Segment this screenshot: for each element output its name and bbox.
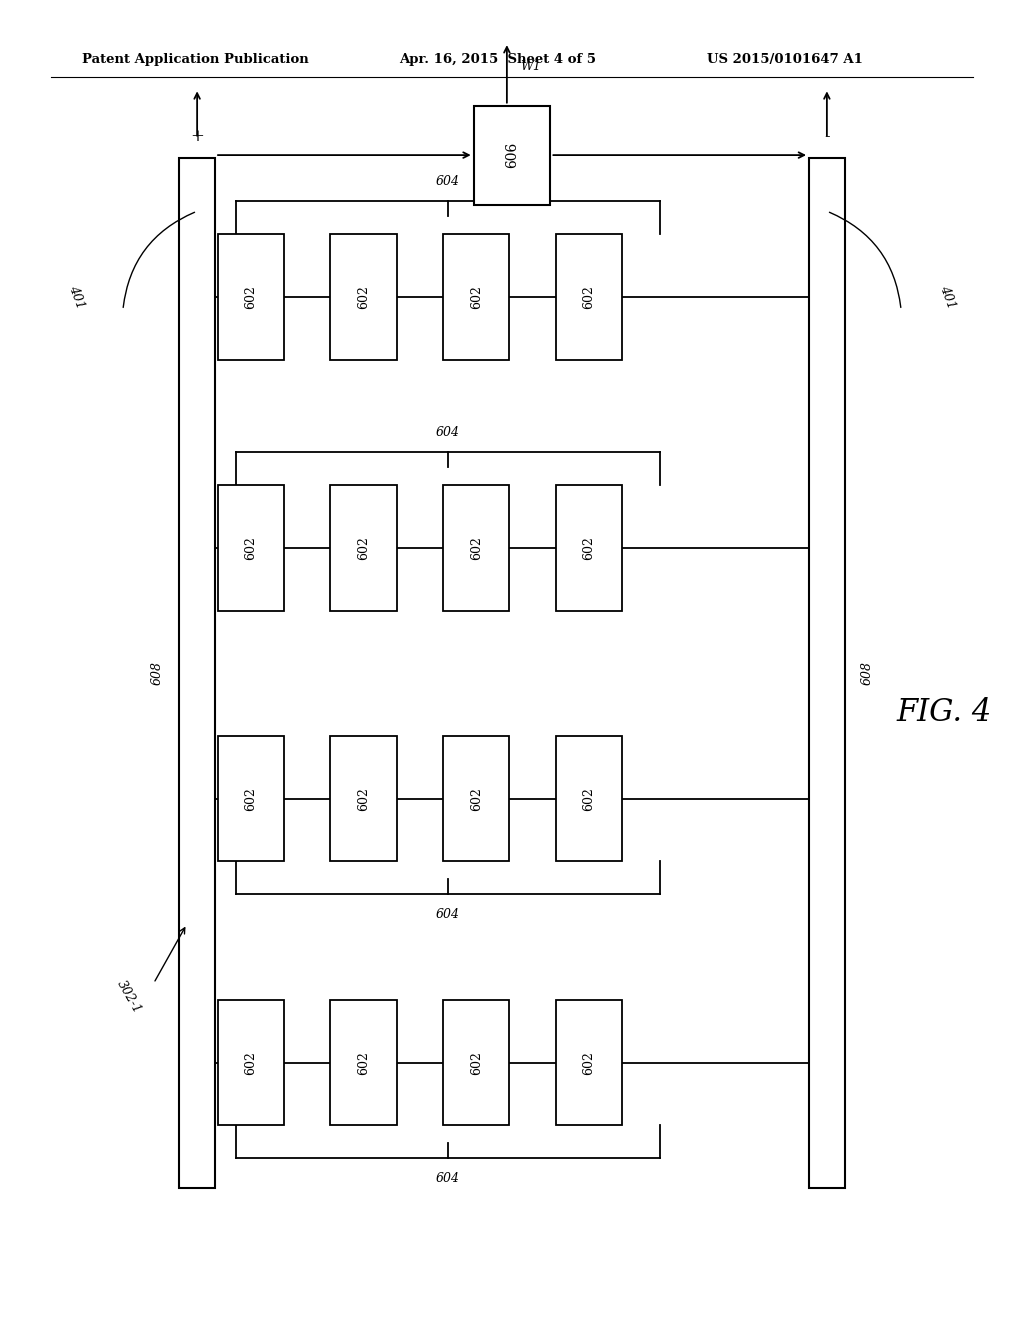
Text: 602: 602	[357, 787, 370, 810]
Bar	[442, 737, 510, 861]
Text: 608: 608	[151, 661, 164, 685]
Text: 602: 602	[583, 285, 595, 309]
Text: 401: 401	[937, 284, 957, 310]
Text: 602: 602	[357, 1051, 370, 1074]
Text: 602: 602	[357, 285, 370, 309]
Text: 604: 604	[436, 1172, 460, 1184]
Bar	[555, 737, 622, 861]
Text: FIG. 4: FIG. 4	[896, 697, 991, 729]
Text: 604: 604	[436, 426, 460, 438]
Text: 604: 604	[436, 908, 460, 920]
Text: 602: 602	[583, 1051, 595, 1074]
Text: 401: 401	[67, 284, 87, 310]
Text: 602: 602	[470, 787, 482, 810]
Text: 604: 604	[436, 176, 460, 187]
Text: 602: 602	[357, 536, 370, 560]
Bar	[330, 737, 397, 861]
Text: 606: 606	[505, 143, 519, 168]
Bar	[217, 737, 284, 861]
Text: 602: 602	[245, 787, 257, 810]
Bar	[217, 235, 284, 359]
Text: 602: 602	[245, 1051, 257, 1074]
Text: 602: 602	[583, 787, 595, 810]
Bar	[555, 1001, 622, 1125]
Text: 608: 608	[860, 661, 873, 685]
Text: W1: W1	[520, 59, 541, 73]
Text: 602: 602	[470, 536, 482, 560]
Text: -: -	[824, 128, 829, 145]
Bar	[217, 1001, 284, 1125]
Text: 602: 602	[245, 285, 257, 309]
Bar	[442, 235, 510, 359]
Bar	[330, 1001, 397, 1125]
Text: 602: 602	[470, 1051, 482, 1074]
Bar	[442, 1001, 510, 1125]
Text: 302-1: 302-1	[114, 978, 143, 1015]
Text: +: +	[190, 128, 204, 145]
Bar	[330, 235, 397, 359]
Bar	[442, 486, 510, 610]
Text: Patent Application Publication: Patent Application Publication	[82, 53, 308, 66]
Bar	[555, 486, 622, 610]
Bar	[179, 158, 215, 1188]
Text: 602: 602	[583, 536, 595, 560]
Text: 602: 602	[245, 536, 257, 560]
Bar	[473, 106, 551, 205]
Text: US 2015/0101647 A1: US 2015/0101647 A1	[707, 53, 862, 66]
Bar	[555, 235, 622, 359]
Text: Apr. 16, 2015  Sheet 4 of 5: Apr. 16, 2015 Sheet 4 of 5	[399, 53, 596, 66]
Bar	[330, 486, 397, 610]
Bar	[809, 158, 845, 1188]
Text: 602: 602	[470, 285, 482, 309]
Bar	[217, 486, 284, 610]
